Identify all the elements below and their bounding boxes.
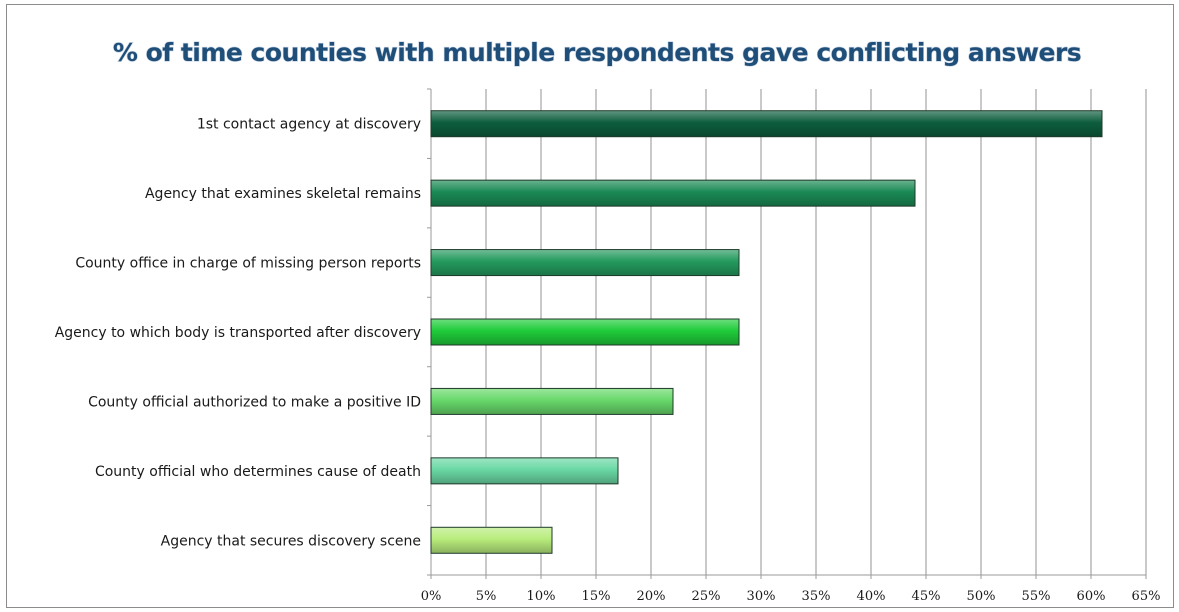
x-tick-label: 60% xyxy=(1077,589,1106,604)
x-tick-label: 10% xyxy=(527,589,556,604)
x-tick-label: 15% xyxy=(582,589,611,604)
x-tick-label: 0% xyxy=(421,589,442,604)
x-tick-label: 35% xyxy=(802,589,831,604)
category-label: Agency that examines skeletal remains xyxy=(145,186,421,202)
category-label: Agency to which body is transported afte… xyxy=(55,325,421,341)
category-label: Agency that secures discovery scene xyxy=(161,533,421,549)
bar xyxy=(430,249,740,277)
category-label: County office in charge of missing perso… xyxy=(75,256,421,272)
category-label: County official who determines cause of … xyxy=(95,464,421,480)
chart-frame: % of time counties with multiple respond… xyxy=(6,4,1174,608)
x-tick-label: 55% xyxy=(1022,589,1051,604)
bar xyxy=(430,110,1103,138)
bar-chart: % of time counties with multiple respond… xyxy=(55,37,1161,604)
bar xyxy=(430,179,916,207)
x-tick-label: 45% xyxy=(912,589,941,604)
bar xyxy=(430,526,553,554)
x-tick-label: 65% xyxy=(1132,589,1161,604)
x-axis-ticks: 0% 5% 10% 15% 20% 25% 30% 35% 40% 45% 50% 55% 60% 65% xyxy=(421,589,1161,604)
bar xyxy=(430,318,740,346)
x-tick-label: 20% xyxy=(637,589,666,604)
x-tick-label: 30% xyxy=(747,589,776,604)
category-label: 1st contact agency at discovery xyxy=(197,117,421,133)
category-labels: 1st contact agency at discovery Agency th… xyxy=(55,117,421,550)
x-tick-label: 40% xyxy=(857,589,886,604)
x-tick-label: 50% xyxy=(967,589,996,604)
x-tick-label: 25% xyxy=(692,589,721,604)
chart-title: % of time counties with multiple respond… xyxy=(113,38,1081,67)
bar xyxy=(430,387,674,415)
category-label: County official authorized to make a pos… xyxy=(88,394,421,410)
x-tick-label: 5% xyxy=(476,589,497,604)
bar xyxy=(430,457,619,485)
bars xyxy=(430,110,1103,554)
